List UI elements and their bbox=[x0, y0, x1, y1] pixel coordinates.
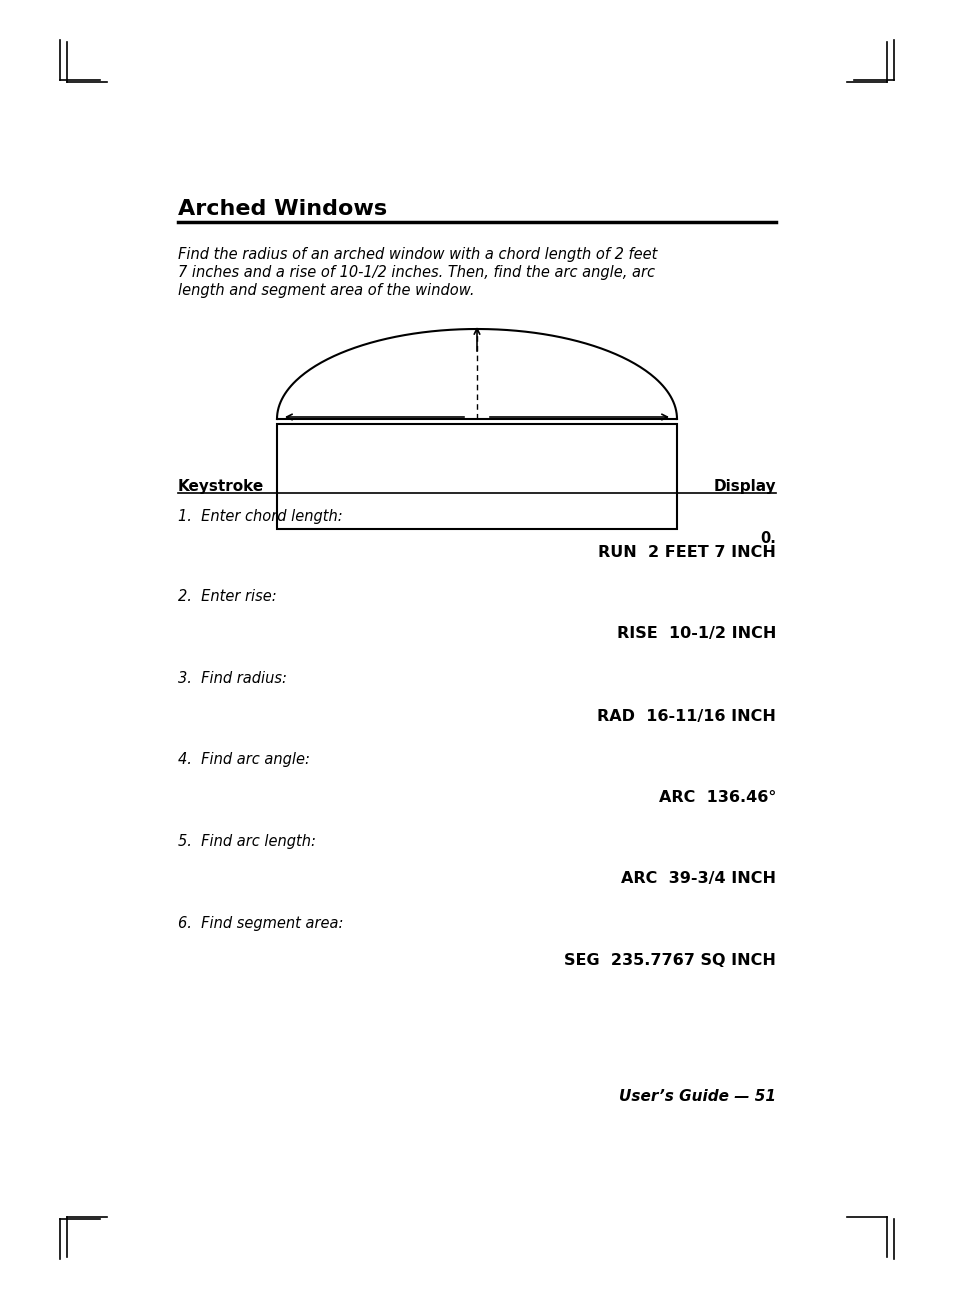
Text: 3.  Find radius:: 3. Find radius: bbox=[178, 672, 287, 686]
Text: RISE  10-1/2 INCH: RISE 10-1/2 INCH bbox=[616, 626, 775, 640]
Text: RAD  16-11/16 INCH: RAD 16-11/16 INCH bbox=[597, 709, 775, 724]
Text: Find the radius of an arched window with a chord length of 2 feet: Find the radius of an arched window with… bbox=[178, 247, 657, 262]
Text: ARC  39-3/4 INCH: ARC 39-3/4 INCH bbox=[620, 872, 775, 886]
Text: Arched Windows: Arched Windows bbox=[178, 199, 387, 220]
Text: Keystroke: Keystroke bbox=[178, 479, 264, 494]
Text: RUN  2 FEET 7 INCH: RUN 2 FEET 7 INCH bbox=[598, 546, 775, 560]
Text: 1.  Enter chord length:: 1. Enter chord length: bbox=[178, 509, 342, 523]
Text: User’s Guide — 51: User’s Guide — 51 bbox=[618, 1089, 775, 1104]
Text: 5.  Find arc length:: 5. Find arc length: bbox=[178, 834, 315, 850]
Text: length and segment area of the window.: length and segment area of the window. bbox=[178, 283, 474, 297]
Text: ARC  136.46°: ARC 136.46° bbox=[658, 790, 775, 805]
Text: 0.: 0. bbox=[760, 531, 775, 546]
Bar bbox=[276, 423, 677, 529]
Text: 7 inches and a rise of 10-1/2 inches. Then, find the arc angle, arc: 7 inches and a rise of 10-1/2 inches. Th… bbox=[178, 265, 655, 281]
Text: Display: Display bbox=[713, 479, 775, 494]
Text: 4.  Find arc angle:: 4. Find arc angle: bbox=[178, 752, 310, 766]
Text: 6.  Find segment area:: 6. Find segment area: bbox=[178, 916, 343, 931]
Text: SEG  235.7767 SQ INCH: SEG 235.7767 SQ INCH bbox=[563, 953, 775, 968]
Text: 2.  Enter rise:: 2. Enter rise: bbox=[178, 588, 276, 604]
